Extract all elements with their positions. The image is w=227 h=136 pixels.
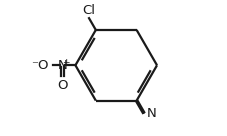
Text: O: O [57, 79, 68, 92]
Text: ⁻O: ⁻O [31, 59, 49, 72]
Text: +: + [62, 58, 69, 67]
Text: Cl: Cl [83, 4, 96, 18]
Text: N: N [58, 59, 67, 72]
Text: N: N [147, 107, 157, 120]
